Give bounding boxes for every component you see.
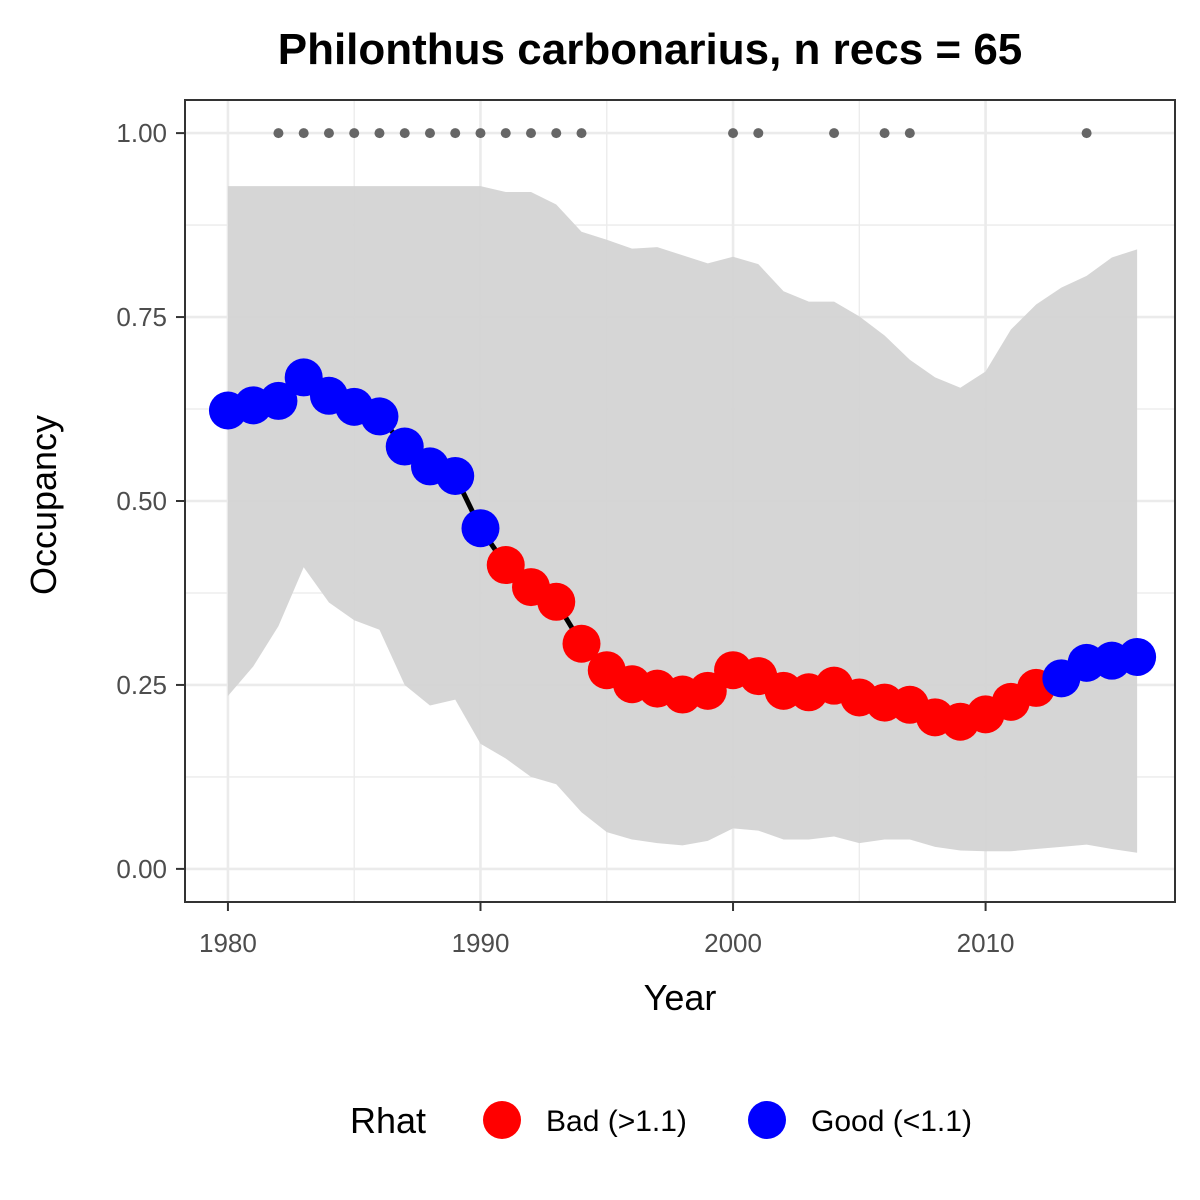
data-point — [688, 671, 727, 710]
data-point — [486, 546, 525, 585]
record-dot — [424, 128, 435, 139]
legend: Rhat Bad (>1.1) Good (<1.1) — [350, 1100, 972, 1141]
record-dot — [399, 128, 410, 139]
x-tick-label: 1990 — [452, 928, 510, 958]
data-point — [436, 456, 475, 495]
legend-swatch-bad — [483, 1101, 521, 1139]
record-year-markers — [273, 128, 1092, 139]
data-point — [562, 624, 601, 663]
x-axis-title: Year — [644, 977, 717, 1018]
data-point — [537, 582, 576, 621]
legend-label-bad: Bad (>1.1) — [546, 1105, 687, 1138]
chart-title: Philonthus carbonarius, n recs = 65 — [278, 25, 1023, 74]
legend-title: Rhat — [350, 1100, 426, 1141]
legend-swatch-good — [748, 1101, 786, 1139]
record-dot — [879, 128, 890, 139]
record-dot — [753, 128, 764, 139]
record-dot — [374, 128, 385, 139]
y-tick-label: 0.25 — [116, 670, 167, 700]
occupancy-points — [208, 358, 1157, 741]
plot-panel — [184, 99, 1176, 903]
data-point — [1118, 637, 1157, 676]
record-dot — [551, 128, 562, 139]
y-tick-label: 0.00 — [116, 854, 167, 884]
record-dot — [273, 128, 284, 139]
data-point — [360, 397, 399, 436]
y-tick-label: 0.75 — [116, 302, 167, 332]
record-dot — [323, 128, 334, 139]
y-tick-label: 1.00 — [116, 118, 167, 148]
data-point — [259, 381, 298, 420]
x-tick-label: 2010 — [957, 928, 1015, 958]
record-dot — [904, 128, 915, 139]
legend-label-good: Good (<1.1) — [811, 1105, 972, 1138]
y-axis-title: Occupancy — [23, 415, 64, 595]
y-axis: 0.00 0.25 0.50 0.75 1.00 — [116, 118, 185, 884]
record-dot — [298, 128, 309, 139]
record-dot — [829, 128, 840, 139]
record-dot — [728, 128, 739, 139]
data-point — [461, 509, 500, 548]
y-tick-label: 0.50 — [116, 486, 167, 516]
x-axis: 1980 1990 2000 2010 — [199, 902, 1015, 958]
record-dot — [576, 128, 587, 139]
record-dot — [349, 128, 360, 139]
record-dot — [475, 128, 486, 139]
record-dot — [500, 128, 511, 139]
record-dot — [1081, 128, 1092, 139]
x-tick-label: 2000 — [704, 928, 762, 958]
record-dot — [525, 128, 536, 139]
record-dot — [450, 128, 461, 139]
x-tick-label: 1980 — [199, 928, 257, 958]
